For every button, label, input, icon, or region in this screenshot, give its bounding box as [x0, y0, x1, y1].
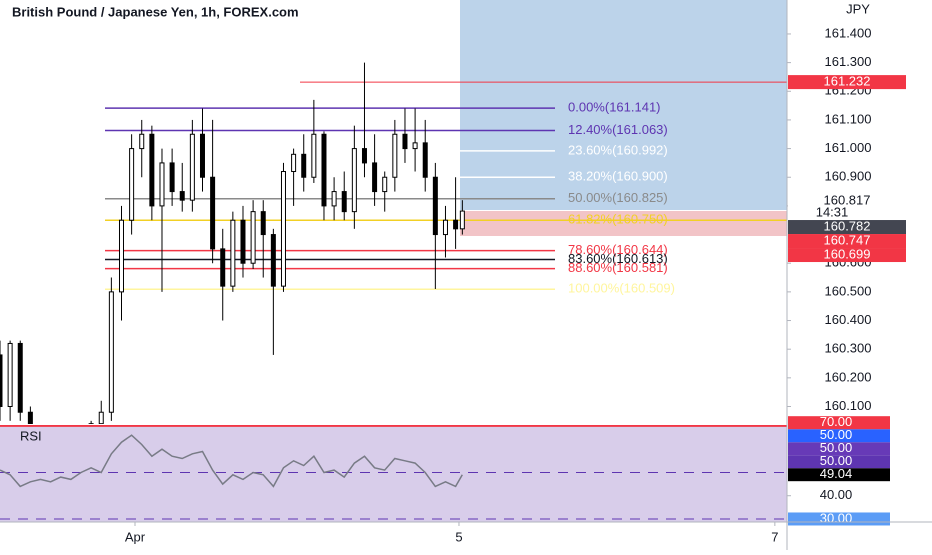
rsi-label: 50.00	[820, 427, 853, 442]
candle-body	[230, 219, 236, 287]
y-tick-label: 160.200	[825, 369, 872, 384]
y-tick-label: 160.400	[825, 312, 872, 327]
fib-label: 23.60%(160.992)	[568, 142, 668, 157]
candle-body	[260, 211, 266, 236]
candle-body	[270, 234, 276, 287]
candle-body	[17, 342, 23, 413]
candle-body	[210, 176, 216, 250]
rsi-label: 49.04	[820, 466, 853, 481]
price-label-bg	[788, 234, 906, 249]
candle-body	[301, 153, 307, 178]
x-tick-label: Apr	[125, 529, 146, 544]
candle-body	[372, 162, 378, 193]
price-label: 161.232	[824, 74, 871, 89]
candle-body	[382, 176, 388, 193]
y-tick-label: 160.100	[825, 398, 872, 413]
y-tick-label: 160.500	[825, 283, 872, 298]
candle-body	[361, 148, 367, 164]
y-tick-label: 161.000	[825, 140, 872, 155]
y-tick-label: 161.100	[825, 111, 872, 126]
rsi-label: 30.00	[820, 510, 853, 525]
candle-body	[432, 176, 438, 236]
candle-body	[392, 133, 398, 178]
fib-label: 100.00%(160.509)	[568, 281, 675, 296]
candle-body	[169, 162, 175, 193]
candle-body	[459, 210, 465, 230]
fib-label: 61.82%(160.750)	[568, 212, 668, 227]
rsi-label-bg	[788, 416, 890, 430]
candle-body	[453, 219, 459, 230]
fib-label: 0.00%(161.141)	[568, 100, 661, 115]
y-tick-label: 161.400	[825, 25, 872, 40]
y-tick-label: 161.300	[825, 54, 872, 69]
candle-body	[402, 133, 408, 150]
price-label-bg	[788, 194, 906, 221]
candle-body	[412, 142, 418, 150]
fib-label: 12.40%(161.063)	[568, 122, 668, 137]
x-tick-label: 7	[771, 529, 778, 544]
fib-label: 50.00%(160.825)	[568, 190, 668, 205]
rsi-tick-label: 40.00	[820, 487, 853, 502]
price-label: 160.747	[824, 232, 871, 247]
candle-body	[108, 291, 114, 413]
price-label-bg	[788, 75, 906, 90]
candle-body	[27, 411, 33, 424]
candle-body	[341, 191, 347, 213]
candle-body	[220, 248, 226, 287]
x-tick-label: 5	[455, 529, 462, 544]
price-label-bg	[788, 248, 906, 263]
rsi-label-bg	[788, 468, 890, 482]
candle-body	[321, 133, 327, 207]
candle-body	[240, 219, 246, 264]
candle-body	[139, 133, 145, 150]
candle-body	[311, 133, 317, 178]
candle-body	[291, 153, 297, 173]
candle-body	[159, 162, 165, 207]
price-label: 160.782	[824, 218, 871, 233]
candle-body	[422, 142, 428, 178]
stop-zone	[460, 211, 787, 236]
price-label: 160.817	[824, 192, 871, 207]
candle-body	[331, 191, 337, 207]
fib-label: 83.60%(160.613)	[568, 251, 668, 266]
rsi-label: 50.00	[820, 440, 853, 455]
price-label: 160.699	[824, 246, 871, 261]
chart-title: British Pound / Japanese Yen, 1h, FOREX.…	[12, 4, 299, 19]
candle-body	[98, 411, 104, 424]
rsi-label-bg	[788, 442, 890, 456]
rsi-line	[0, 434, 463, 488]
rsi-label: 70.00	[820, 414, 853, 429]
fib-label: 38.20%(160.900)	[568, 169, 668, 184]
price-label-bg	[788, 220, 906, 235]
candle-body	[199, 133, 205, 178]
candle-body	[351, 148, 357, 213]
fib-label: 88.60%(160.581)	[568, 260, 668, 275]
candle-body	[7, 342, 13, 408]
candle-body	[129, 148, 135, 221]
candle-body	[179, 191, 185, 201]
candle-body	[442, 219, 448, 236]
y-tick-label: 160.900	[825, 169, 872, 184]
rsi-label: 50.00	[820, 453, 853, 468]
fib-label: 78.60%(160.644)	[568, 242, 668, 257]
rsi-label-bg	[788, 455, 890, 469]
candle-body	[149, 133, 155, 207]
candle-body	[250, 211, 256, 264]
rsi-label-bg	[788, 429, 890, 443]
candle-body	[189, 133, 195, 201]
target-zone	[460, 0, 787, 210]
rsi-band	[0, 425, 787, 522]
countdown: 14:31	[816, 204, 849, 219]
y-tick-label: 160.300	[825, 341, 872, 356]
candle-body	[118, 219, 124, 293]
candle-body	[88, 423, 94, 424]
rsi-title: RSI	[20, 428, 42, 443]
currency: JPY	[846, 1, 870, 16]
candle-body	[280, 171, 286, 287]
candle-body	[0, 354, 3, 408]
